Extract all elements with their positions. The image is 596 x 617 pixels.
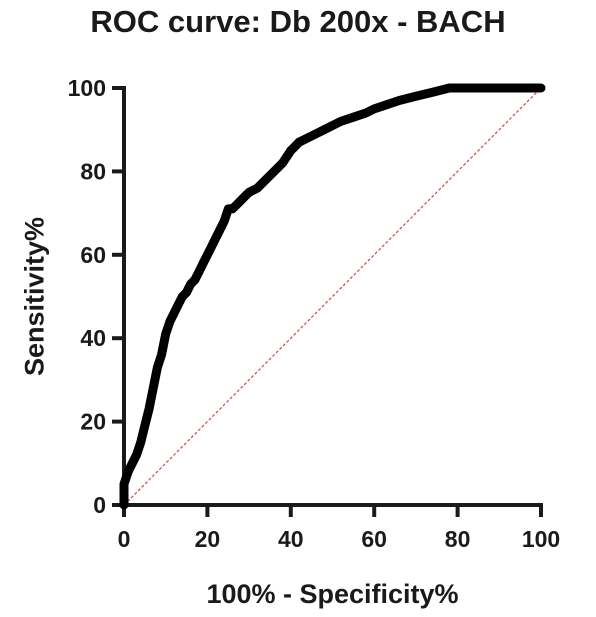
reference-line xyxy=(123,87,542,506)
y-axis-title: Sensitivity% xyxy=(19,217,49,376)
axes xyxy=(122,86,543,507)
y-tick-label: 100 xyxy=(68,75,106,101)
y-tick-label: 80 xyxy=(80,158,106,184)
y-axis-ticks: 0 20 40 60 80 100 xyxy=(68,75,124,518)
y-tick-label: 40 xyxy=(80,325,106,351)
y-tick-label: 20 xyxy=(80,409,106,435)
y-tick-label: 0 xyxy=(93,492,106,518)
roc-curve xyxy=(119,83,546,510)
y-tick-label: 60 xyxy=(80,242,106,268)
x-tick-label: 20 xyxy=(195,526,221,552)
chart-title: ROC curve: Db 200x - BACH xyxy=(90,4,506,39)
x-tick-label: 60 xyxy=(361,526,387,552)
x-axis-ticks: 0 20 40 60 80 100 xyxy=(118,505,560,552)
x-tick-label: 80 xyxy=(445,526,471,552)
x-tick-label: 40 xyxy=(278,526,304,552)
x-axis-title: 100% - Specificity% xyxy=(206,579,458,609)
x-tick-label: 0 xyxy=(118,526,131,552)
x-tick-label: 100 xyxy=(522,526,560,552)
series-layer xyxy=(119,83,546,510)
